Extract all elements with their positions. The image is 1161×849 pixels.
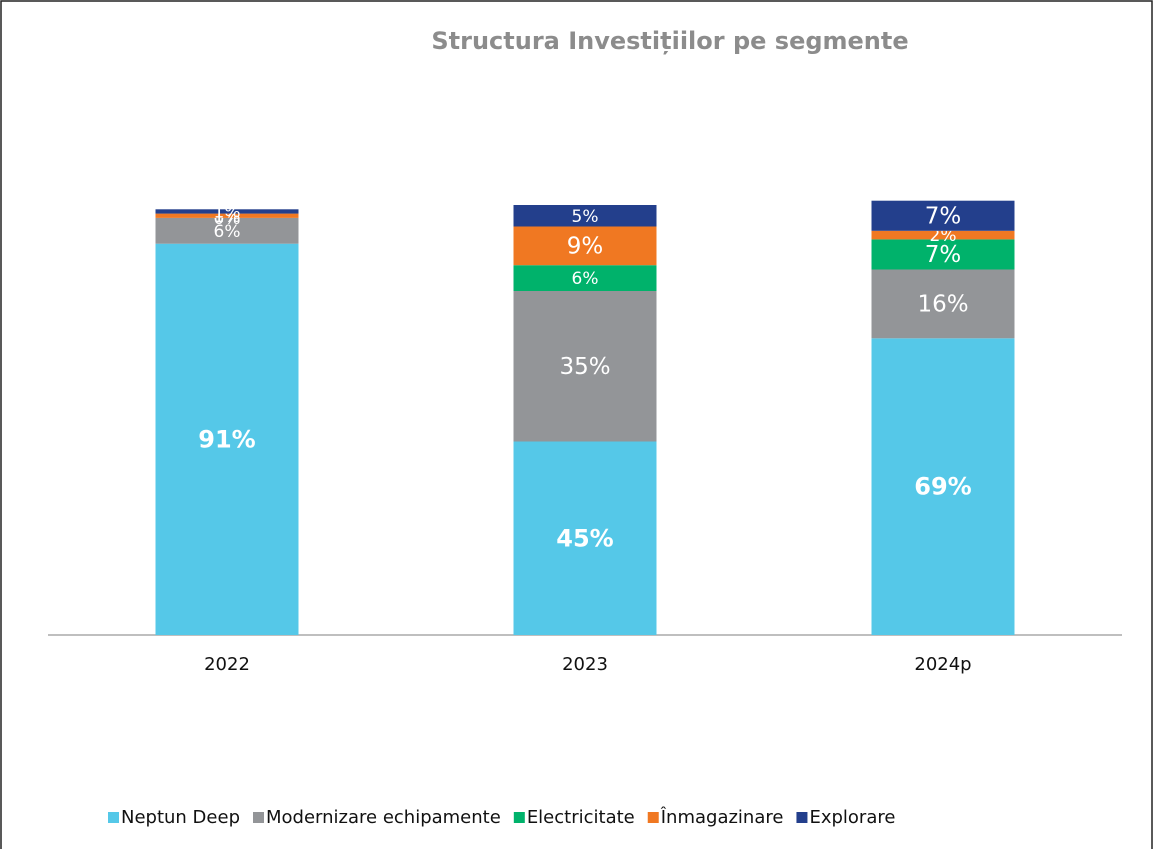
x-tick-label: 2022 (204, 654, 250, 675)
legend-label: Înmagazinare (660, 806, 784, 828)
chart-title: Structura Investițiilor pe segmente (431, 27, 908, 55)
data-label: 7% (925, 203, 962, 229)
legend-swatch (796, 812, 808, 823)
data-label: 91% (198, 425, 255, 453)
legend-label: Electricitate (527, 807, 635, 828)
bar-segment (513, 441, 657, 635)
data-label: 69% (914, 473, 971, 501)
bar-segment (871, 239, 1015, 270)
data-label: 9% (567, 233, 604, 259)
data-label: 2% (930, 226, 957, 246)
bar-segment (155, 213, 299, 218)
data-label: 6% (214, 222, 241, 242)
data-label: 1% (214, 202, 241, 222)
bar-segment (871, 230, 1015, 240)
bar-segment (871, 200, 1015, 231)
bar-segment (871, 338, 1015, 635)
legend-label: Neptun Deep (121, 807, 240, 828)
bar-segment (155, 217, 299, 244)
legend-swatch (513, 812, 525, 823)
bar-segment (513, 291, 657, 442)
legend-label: Explorare (809, 807, 895, 828)
legend-label: Modernizare echipamente (266, 807, 501, 828)
data-label: 35% (559, 354, 610, 380)
bar-segment (155, 209, 299, 214)
bar-segment (513, 226, 657, 266)
data-label: 7% (925, 242, 962, 268)
data-label: 16% (917, 291, 968, 317)
bar-segment (155, 243, 299, 635)
data-label: 5% (572, 207, 599, 227)
legend-swatch (647, 812, 659, 823)
bar-segment (871, 269, 1015, 339)
bar-segment (513, 265, 657, 291)
data-label: 45% (556, 524, 613, 552)
data-label: 6% (572, 269, 599, 289)
x-tick-label: 2024p (914, 654, 971, 675)
bar-segment (513, 205, 657, 227)
legend-swatch (253, 812, 264, 823)
legend-swatch (108, 812, 119, 823)
x-tick-label: 2023 (562, 654, 608, 675)
